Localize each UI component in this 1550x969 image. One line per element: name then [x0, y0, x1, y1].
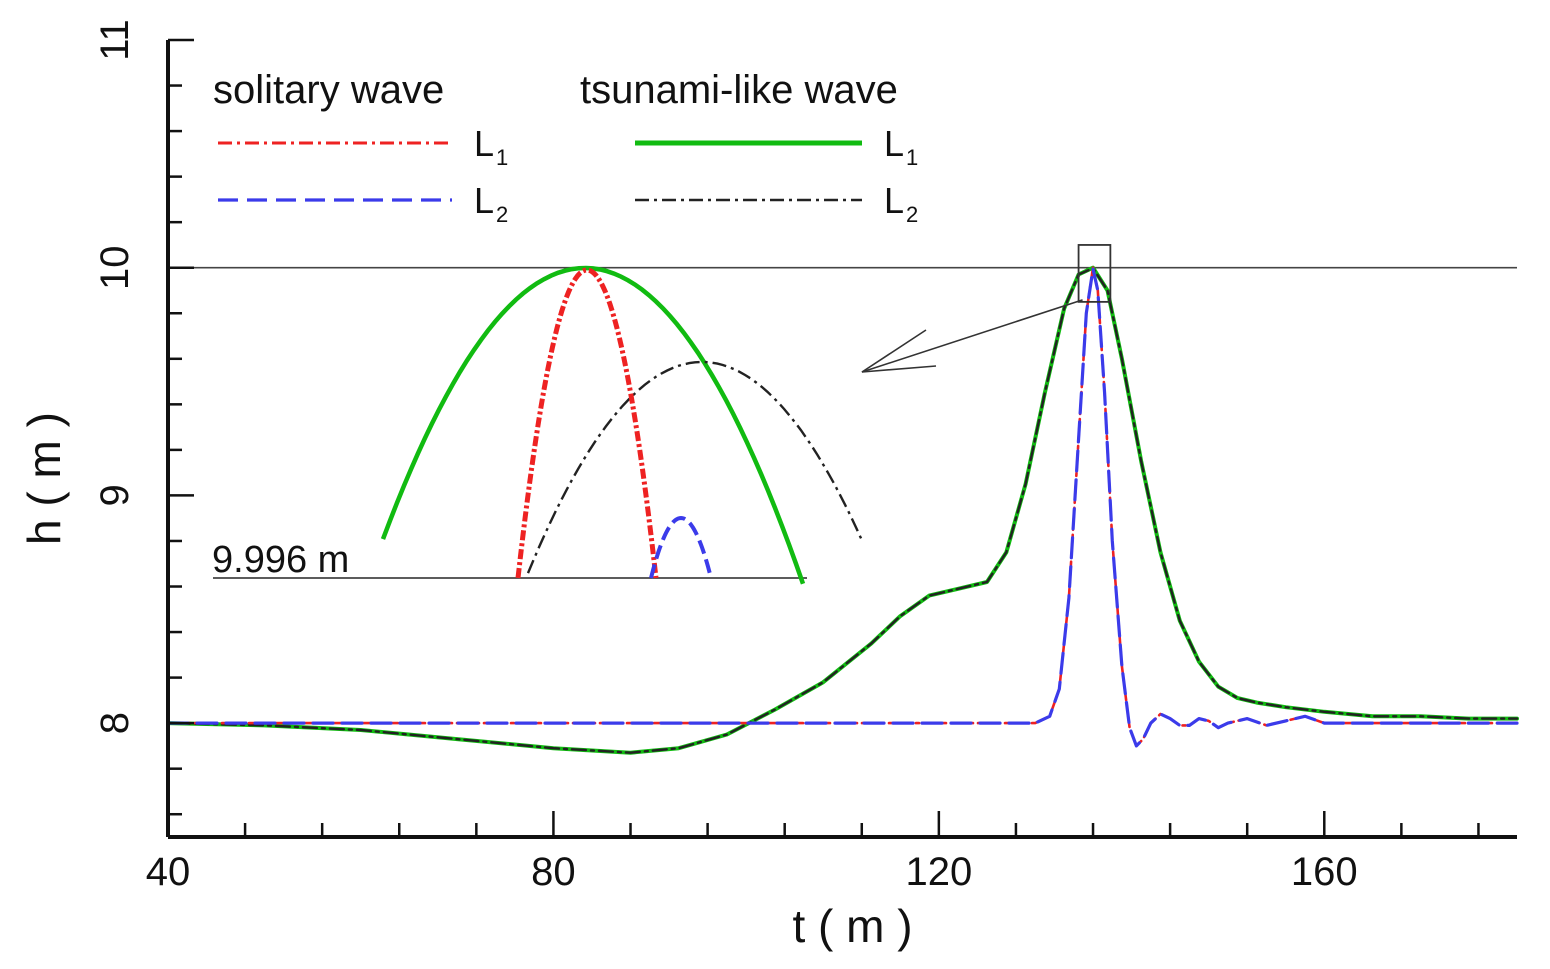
series-solitary-wave-l1: [166, 266, 1519, 748]
inset-tsunami-l2: [526, 360, 864, 574]
inset-solitary-l1: [515, 267, 659, 579]
x-tick-label: 120: [905, 850, 972, 894]
y-axis-title: h ( m ): [18, 412, 70, 545]
series-solitary-wave-l2: [166, 267, 1519, 748]
series-layer: [166, 265, 1519, 755]
y-tick-label: 8: [93, 712, 137, 734]
x-tick-label: 160: [1291, 850, 1358, 894]
legend-label: L: [474, 123, 494, 164]
series-tsunami-like-wave-l1: [166, 265, 1519, 755]
legend-label-subscript: 2: [496, 202, 508, 227]
inset-layer: 9.996 m: [212, 244, 1112, 585]
series-tsunami-like-wave-l2: [166, 267, 1519, 754]
inset-tsunami-l1: [380, 265, 806, 585]
legend-group-title: tsunami-like wave: [580, 68, 898, 112]
legend-label-subscript: 1: [906, 145, 918, 170]
x-tick-label: 40: [146, 850, 191, 894]
legend-label-subscript: 2: [906, 202, 918, 227]
legend-group-title: solitary wave: [213, 68, 444, 112]
legend-label-subscript: 1: [496, 145, 508, 170]
x-axis-title: t ( m ): [792, 900, 912, 952]
zoom-source-box: [1077, 244, 1112, 303]
inset-baseline-label: 9.996 m: [212, 539, 349, 581]
y-tick-label: 9: [93, 484, 137, 506]
legend-label: L: [884, 180, 904, 221]
y-tick-label: 10: [93, 245, 137, 290]
y-tick-label: 11: [93, 19, 137, 61]
legend-label: L: [474, 180, 494, 221]
inset-solitary-l2: [649, 515, 713, 579]
zoom-arrow-shaft: [861, 299, 1083, 373]
legend-label: L: [884, 123, 904, 164]
zoom-arrow-head: [861, 329, 937, 373]
x-tick-label: 80: [531, 850, 576, 894]
